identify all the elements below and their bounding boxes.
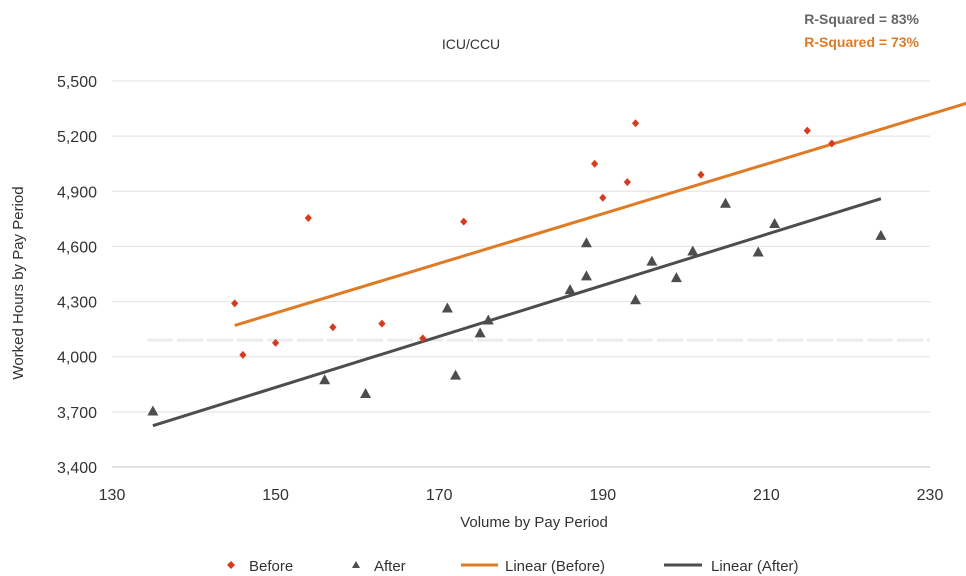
x-tick-label: 170	[426, 487, 453, 504]
y-tick-label: 4,300	[57, 295, 97, 312]
point-before	[231, 299, 239, 308]
point-before	[697, 170, 705, 179]
point-after	[752, 246, 764, 257]
point-after	[564, 284, 576, 295]
y-tick-label: 4,600	[57, 239, 97, 256]
trend-lines	[152, 101, 966, 428]
point-before	[272, 338, 280, 347]
point-before	[304, 213, 312, 222]
point-before	[631, 119, 640, 128]
point-after	[687, 245, 699, 256]
point-before	[460, 217, 468, 226]
point-after	[580, 237, 592, 248]
point-before	[239, 350, 247, 359]
y-tick-label: 4,900	[57, 184, 97, 201]
point-after	[769, 217, 781, 228]
grid-lines	[112, 80, 930, 468]
legend-linear-after-label: Linear (After)	[711, 558, 799, 575]
legend-before-marker	[227, 561, 235, 569]
trend-line-linear-before	[234, 101, 966, 327]
x-tick-label: 150	[262, 487, 289, 504]
legend-before-label: Before	[249, 558, 293, 575]
y-tick-label: 5,200	[57, 129, 97, 146]
point-after	[474, 327, 486, 338]
x-tick-label: 230	[917, 487, 944, 504]
point-after	[630, 294, 642, 305]
legend-after-label: After	[374, 558, 406, 575]
point-after	[441, 302, 453, 313]
point-before	[419, 334, 427, 343]
r-squared-after: R-Squared = 83%	[804, 11, 919, 27]
point-before	[599, 193, 607, 202]
point-before	[828, 139, 836, 148]
point-after	[670, 272, 682, 283]
y-axis-ticks: 3,400 3,700 4,000 4,300 4,600 4,900 5,200 5,500	[57, 74, 97, 477]
y-tick-label: 3,400	[57, 460, 97, 477]
point-after	[875, 229, 887, 240]
chart-title: ICU/CCU	[442, 36, 500, 52]
point-before	[591, 159, 599, 168]
point-after	[720, 197, 731, 208]
x-tick-label: 130	[99, 487, 126, 504]
x-axis-title: Volume by Pay Period	[460, 514, 608, 531]
point-after	[319, 374, 331, 385]
point-before	[803, 126, 811, 135]
r-squared-before: R-Squared = 73%	[804, 34, 919, 50]
y-tick-label: 5,500	[57, 74, 97, 91]
point-after	[450, 369, 462, 380]
point-before	[378, 319, 386, 328]
point-after	[580, 270, 592, 281]
x-axis-ticks: 130 150 170 190 210 230	[99, 487, 944, 504]
y-tick-label: 4,000	[57, 350, 97, 367]
point-after	[360, 387, 372, 398]
data-points	[147, 119, 887, 416]
y-tick-label: 3,700	[57, 405, 97, 422]
point-after	[147, 405, 159, 416]
point-before	[329, 323, 337, 332]
trend-line-linear-after	[152, 197, 882, 428]
legend: Before After Linear (Before) Linear (Aft…	[227, 558, 799, 575]
point-after	[646, 255, 658, 266]
x-tick-label: 210	[753, 487, 780, 504]
legend-after-marker	[352, 561, 360, 568]
y-axis-title: Worked Hours by Pay Period	[10, 186, 27, 379]
point-after	[482, 314, 494, 325]
point-before	[623, 178, 631, 187]
legend-linear-before-label: Linear (Before)	[505, 558, 605, 575]
x-tick-label: 190	[589, 487, 616, 504]
